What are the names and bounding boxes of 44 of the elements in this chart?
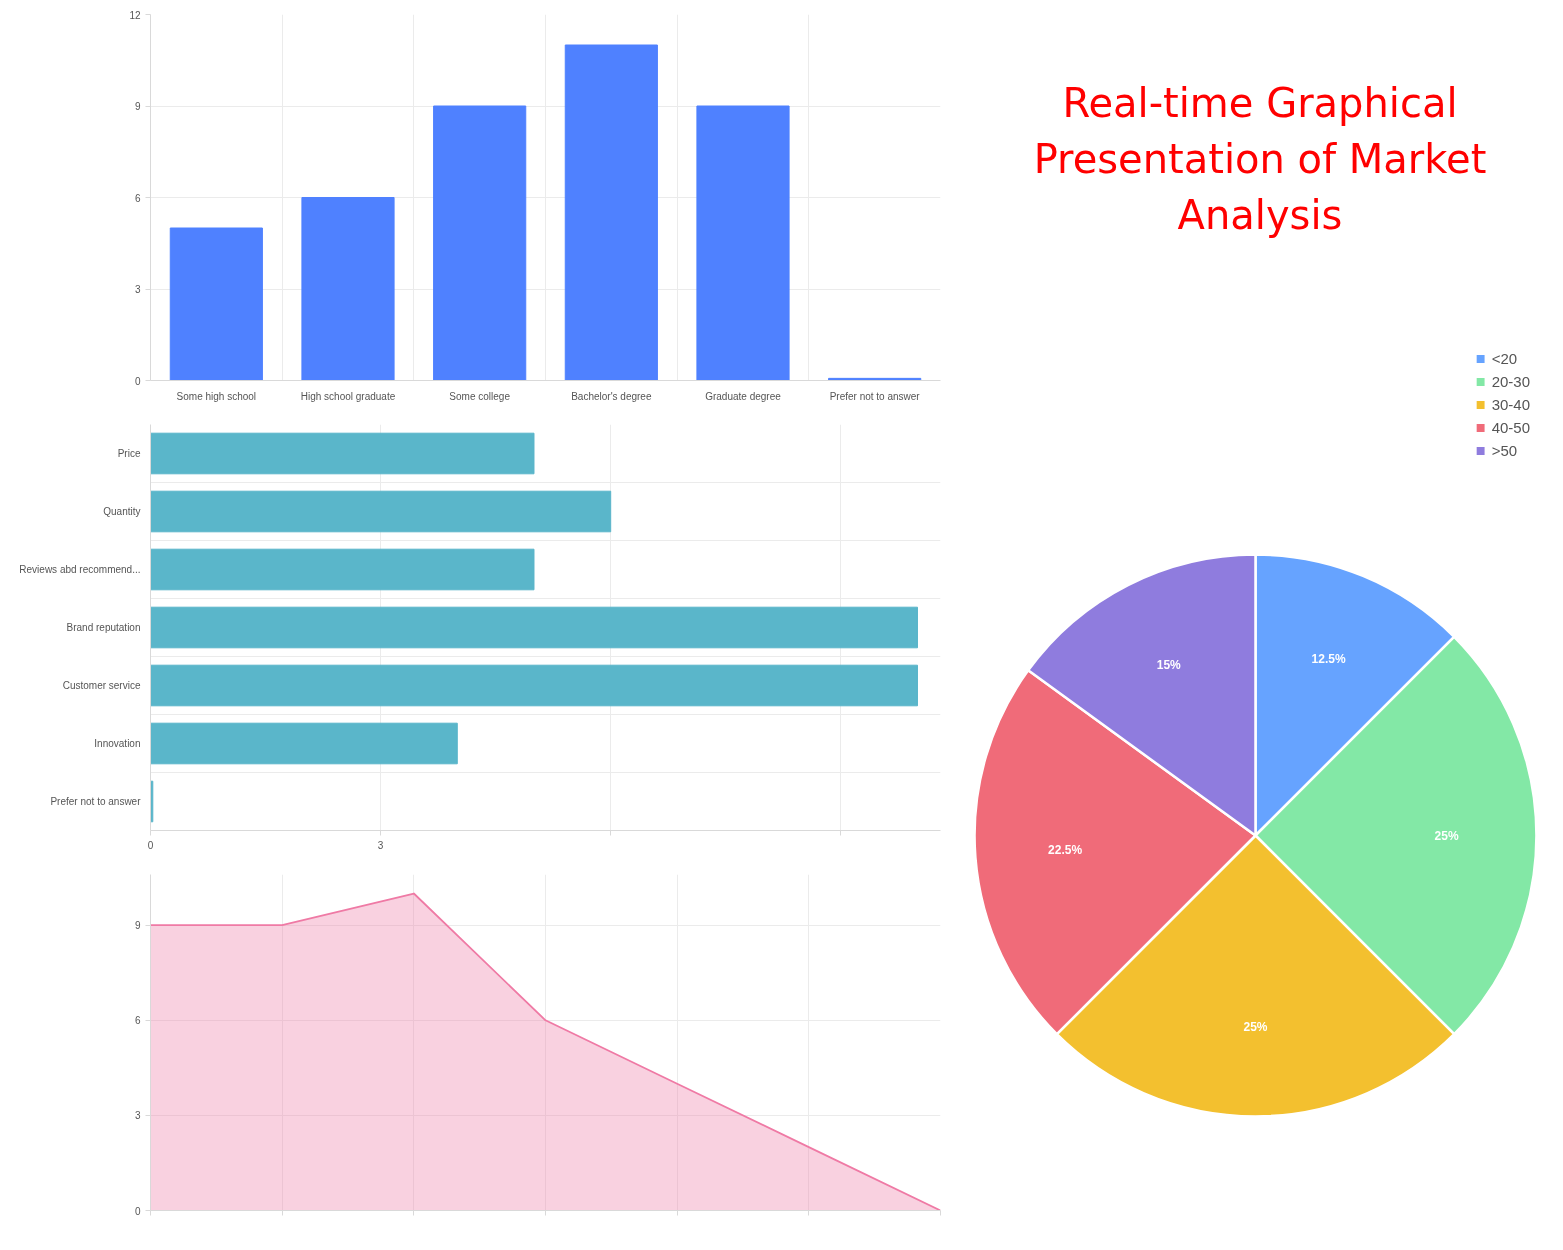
bar bbox=[150, 432, 535, 475]
bar bbox=[169, 227, 263, 381]
y-tick-label: Innovation bbox=[94, 738, 141, 749]
y-tick-label: 12 bbox=[129, 9, 141, 21]
y-tick-label: 3 bbox=[134, 284, 141, 295]
bar bbox=[564, 44, 658, 381]
data-label: 22.5% bbox=[1048, 843, 1083, 858]
data-label: 25% bbox=[1243, 1019, 1268, 1034]
bar bbox=[696, 105, 790, 381]
y-tick-label: 6 bbox=[134, 192, 141, 204]
bar bbox=[301, 197, 395, 381]
y-tick-label: Quantity bbox=[103, 506, 141, 517]
y-tick-label: 3 bbox=[134, 1110, 141, 1122]
x-tick-label: Prefer not to answer bbox=[829, 390, 921, 402]
data-label: 15% bbox=[1156, 658, 1182, 673]
legend-label: 20-30 bbox=[1491, 373, 1530, 390]
y-tick-label: Brand reputation bbox=[66, 622, 141, 633]
y-tick-label: 0 bbox=[134, 1205, 141, 1217]
bar bbox=[150, 664, 918, 707]
data-label: 25% bbox=[1434, 828, 1459, 843]
legend-label: 30-40 bbox=[1491, 396, 1530, 413]
legend-label: 40-50 bbox=[1491, 419, 1530, 436]
bar bbox=[150, 606, 918, 649]
text: Real-time Graphical Presentation of Market Analysis bbox=[1032, 79, 1488, 240]
legend-label: <20 bbox=[1491, 350, 1518, 367]
x-tick-label: Some high school bbox=[176, 390, 257, 402]
bar bbox=[150, 490, 612, 533]
y-tick-label: Reviews abd recommend... bbox=[19, 564, 141, 575]
y-tick-label: 6 bbox=[134, 1015, 141, 1027]
y-tick-label: 0 bbox=[134, 375, 141, 387]
bar bbox=[433, 105, 527, 381]
x-tick-label: Bachelor's degree bbox=[571, 390, 652, 402]
x-tick-label: High school graduate bbox=[300, 390, 396, 402]
y-tick-label: 9 bbox=[134, 920, 141, 932]
bar bbox=[150, 722, 458, 765]
bar bbox=[150, 548, 535, 591]
x-tick-label: Graduate degree bbox=[705, 390, 782, 402]
data-label: 12.5% bbox=[1311, 651, 1346, 666]
y-tick-label: Prefer not to answer bbox=[50, 796, 142, 807]
y-tick-label: Price bbox=[117, 448, 141, 459]
y-tick-label: Customer service bbox=[62, 680, 141, 691]
x-tick-label: Some college bbox=[449, 390, 511, 402]
legend-label: >50 bbox=[1491, 442, 1518, 459]
y-tick-label: 9 bbox=[134, 101, 141, 112]
